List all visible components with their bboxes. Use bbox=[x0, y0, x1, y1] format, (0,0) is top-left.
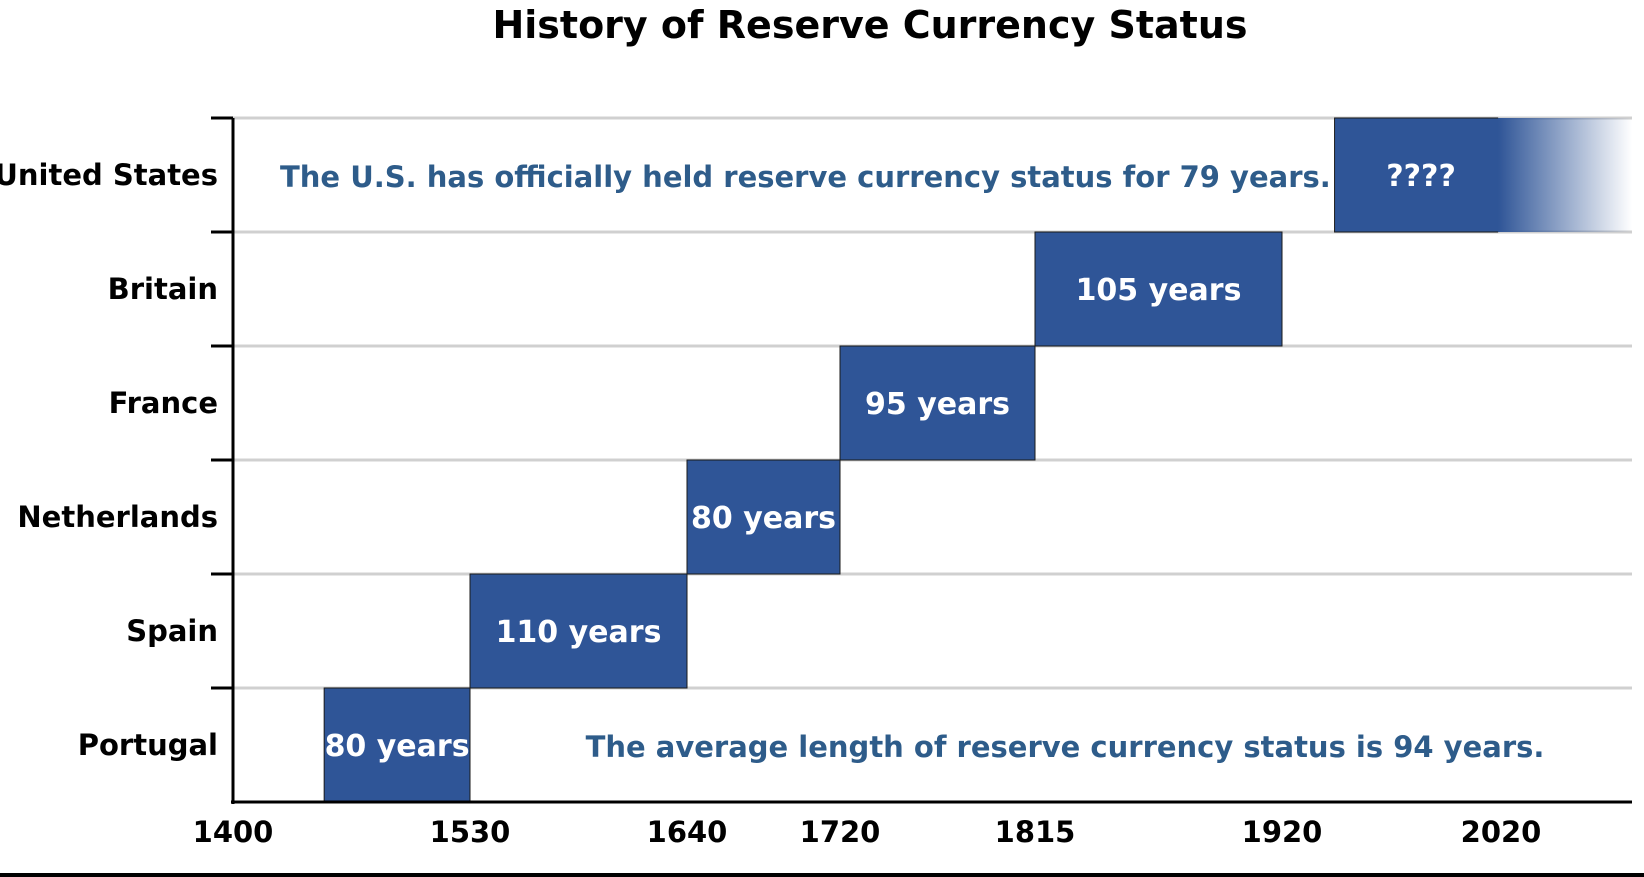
category-label: Netherlands bbox=[17, 500, 218, 534]
bar-label: 95 years bbox=[865, 387, 1010, 422]
category-label: Portugal bbox=[78, 728, 218, 762]
bar-label: 80 years bbox=[691, 501, 836, 536]
bar-label: ???? bbox=[1386, 159, 1456, 194]
bars bbox=[323, 117, 1632, 803]
x-tick-label: 1530 bbox=[430, 815, 511, 849]
bar-united-states bbox=[1334, 118, 1632, 232]
x-tick-label: 1815 bbox=[995, 815, 1076, 849]
x-tick-label: 1400 bbox=[193, 815, 274, 849]
x-tick-label: 1720 bbox=[800, 815, 881, 849]
x-tick-label: 2020 bbox=[1461, 815, 1542, 849]
bar-label: 80 years bbox=[325, 729, 470, 764]
labels: 80 years 110 years 80 years 95 years 105 yea… bbox=[0, 158, 1544, 849]
bar-label: 110 years bbox=[496, 615, 662, 650]
category-label: Spain bbox=[126, 614, 218, 648]
annotation-text: The average length of reserve currency s… bbox=[586, 730, 1545, 764]
x-tick-label: 1920 bbox=[1242, 815, 1323, 849]
bar-outline bbox=[1334, 117, 1499, 233]
x-tick-label: 1640 bbox=[647, 815, 728, 849]
category-label: France bbox=[109, 386, 218, 420]
annotation-text: The U.S. has officially held reserve cur… bbox=[280, 160, 1331, 194]
bar-spain bbox=[469, 573, 688, 689]
chart-title: History of Reserve Currency Status bbox=[492, 3, 1247, 47]
category-label: United States bbox=[0, 158, 218, 192]
category-label: Britain bbox=[108, 272, 218, 306]
bar-france bbox=[839, 345, 1036, 461]
axes bbox=[0, 116, 1644, 877]
bar-label: 105 years bbox=[1076, 273, 1242, 308]
bar-britain bbox=[1034, 231, 1283, 347]
bar-netherlands bbox=[686, 459, 841, 575]
